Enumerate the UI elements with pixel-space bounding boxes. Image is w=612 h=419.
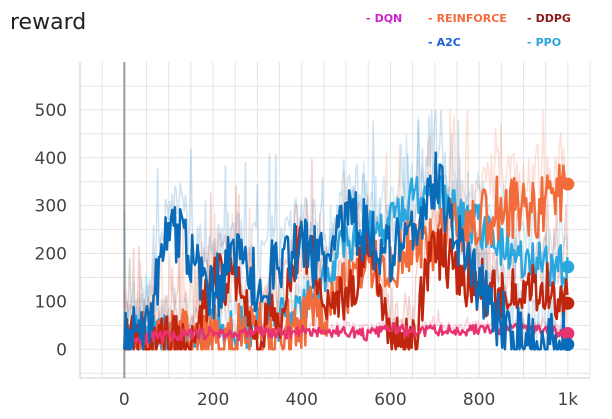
endpoint-ppo <box>561 260 575 274</box>
y-tick-label: 200 <box>35 245 67 265</box>
legend-label: DDPG <box>535 12 571 25</box>
legend-label: DQN <box>374 12 403 25</box>
tick-labels: 0 100 200 300 400 500 0 200 400 600 800 1k <box>35 101 579 410</box>
legend-label: REINFORCE <box>436 12 507 25</box>
series-lines <box>123 151 569 351</box>
endpoint-dqn <box>561 326 575 340</box>
legend-dash: - <box>527 12 532 25</box>
legend-dash: - <box>366 12 371 25</box>
x-tick-label: 0 <box>119 390 130 410</box>
legend-dash: - <box>428 12 433 25</box>
endpoint-a2c <box>561 337 575 351</box>
x-tick-label: 800 <box>463 390 495 410</box>
legend-item-dqn[interactable]: - DQN <box>366 12 402 25</box>
legend-item-ddpg[interactable]: - DDPG <box>527 12 571 25</box>
endpoint-reinforce <box>561 177 575 191</box>
legend-item-ppo[interactable]: - PPO <box>527 36 561 49</box>
y-tick-label: 300 <box>35 197 67 217</box>
endpoint-ddpg <box>561 296 575 310</box>
legend-label: PPO <box>535 36 562 49</box>
legend-dash: - <box>428 36 433 49</box>
series-band-ddpg <box>123 158 569 343</box>
legend-label: A2C <box>436 36 461 49</box>
y-tick-label: 0 <box>56 340 67 360</box>
legend-item-a2c[interactable]: - A2C <box>428 36 461 49</box>
x-tick-label: 200 <box>197 390 229 410</box>
legend-dash: - <box>527 36 532 49</box>
y-tick-label: 100 <box>35 292 67 312</box>
x-tick-label: 600 <box>374 390 406 410</box>
y-tick-label: 400 <box>35 149 67 169</box>
legend-item-reinforce[interactable]: - REINFORCE <box>428 12 507 25</box>
series-endpoints <box>561 177 575 351</box>
x-tick-label: 1k <box>557 390 578 410</box>
chart-title: reward <box>10 10 87 35</box>
x-tick-label: 400 <box>286 390 318 410</box>
series-line-ddpg <box>124 224 569 351</box>
y-tick-label: 500 <box>35 101 67 121</box>
series-line-a2c <box>123 151 569 351</box>
